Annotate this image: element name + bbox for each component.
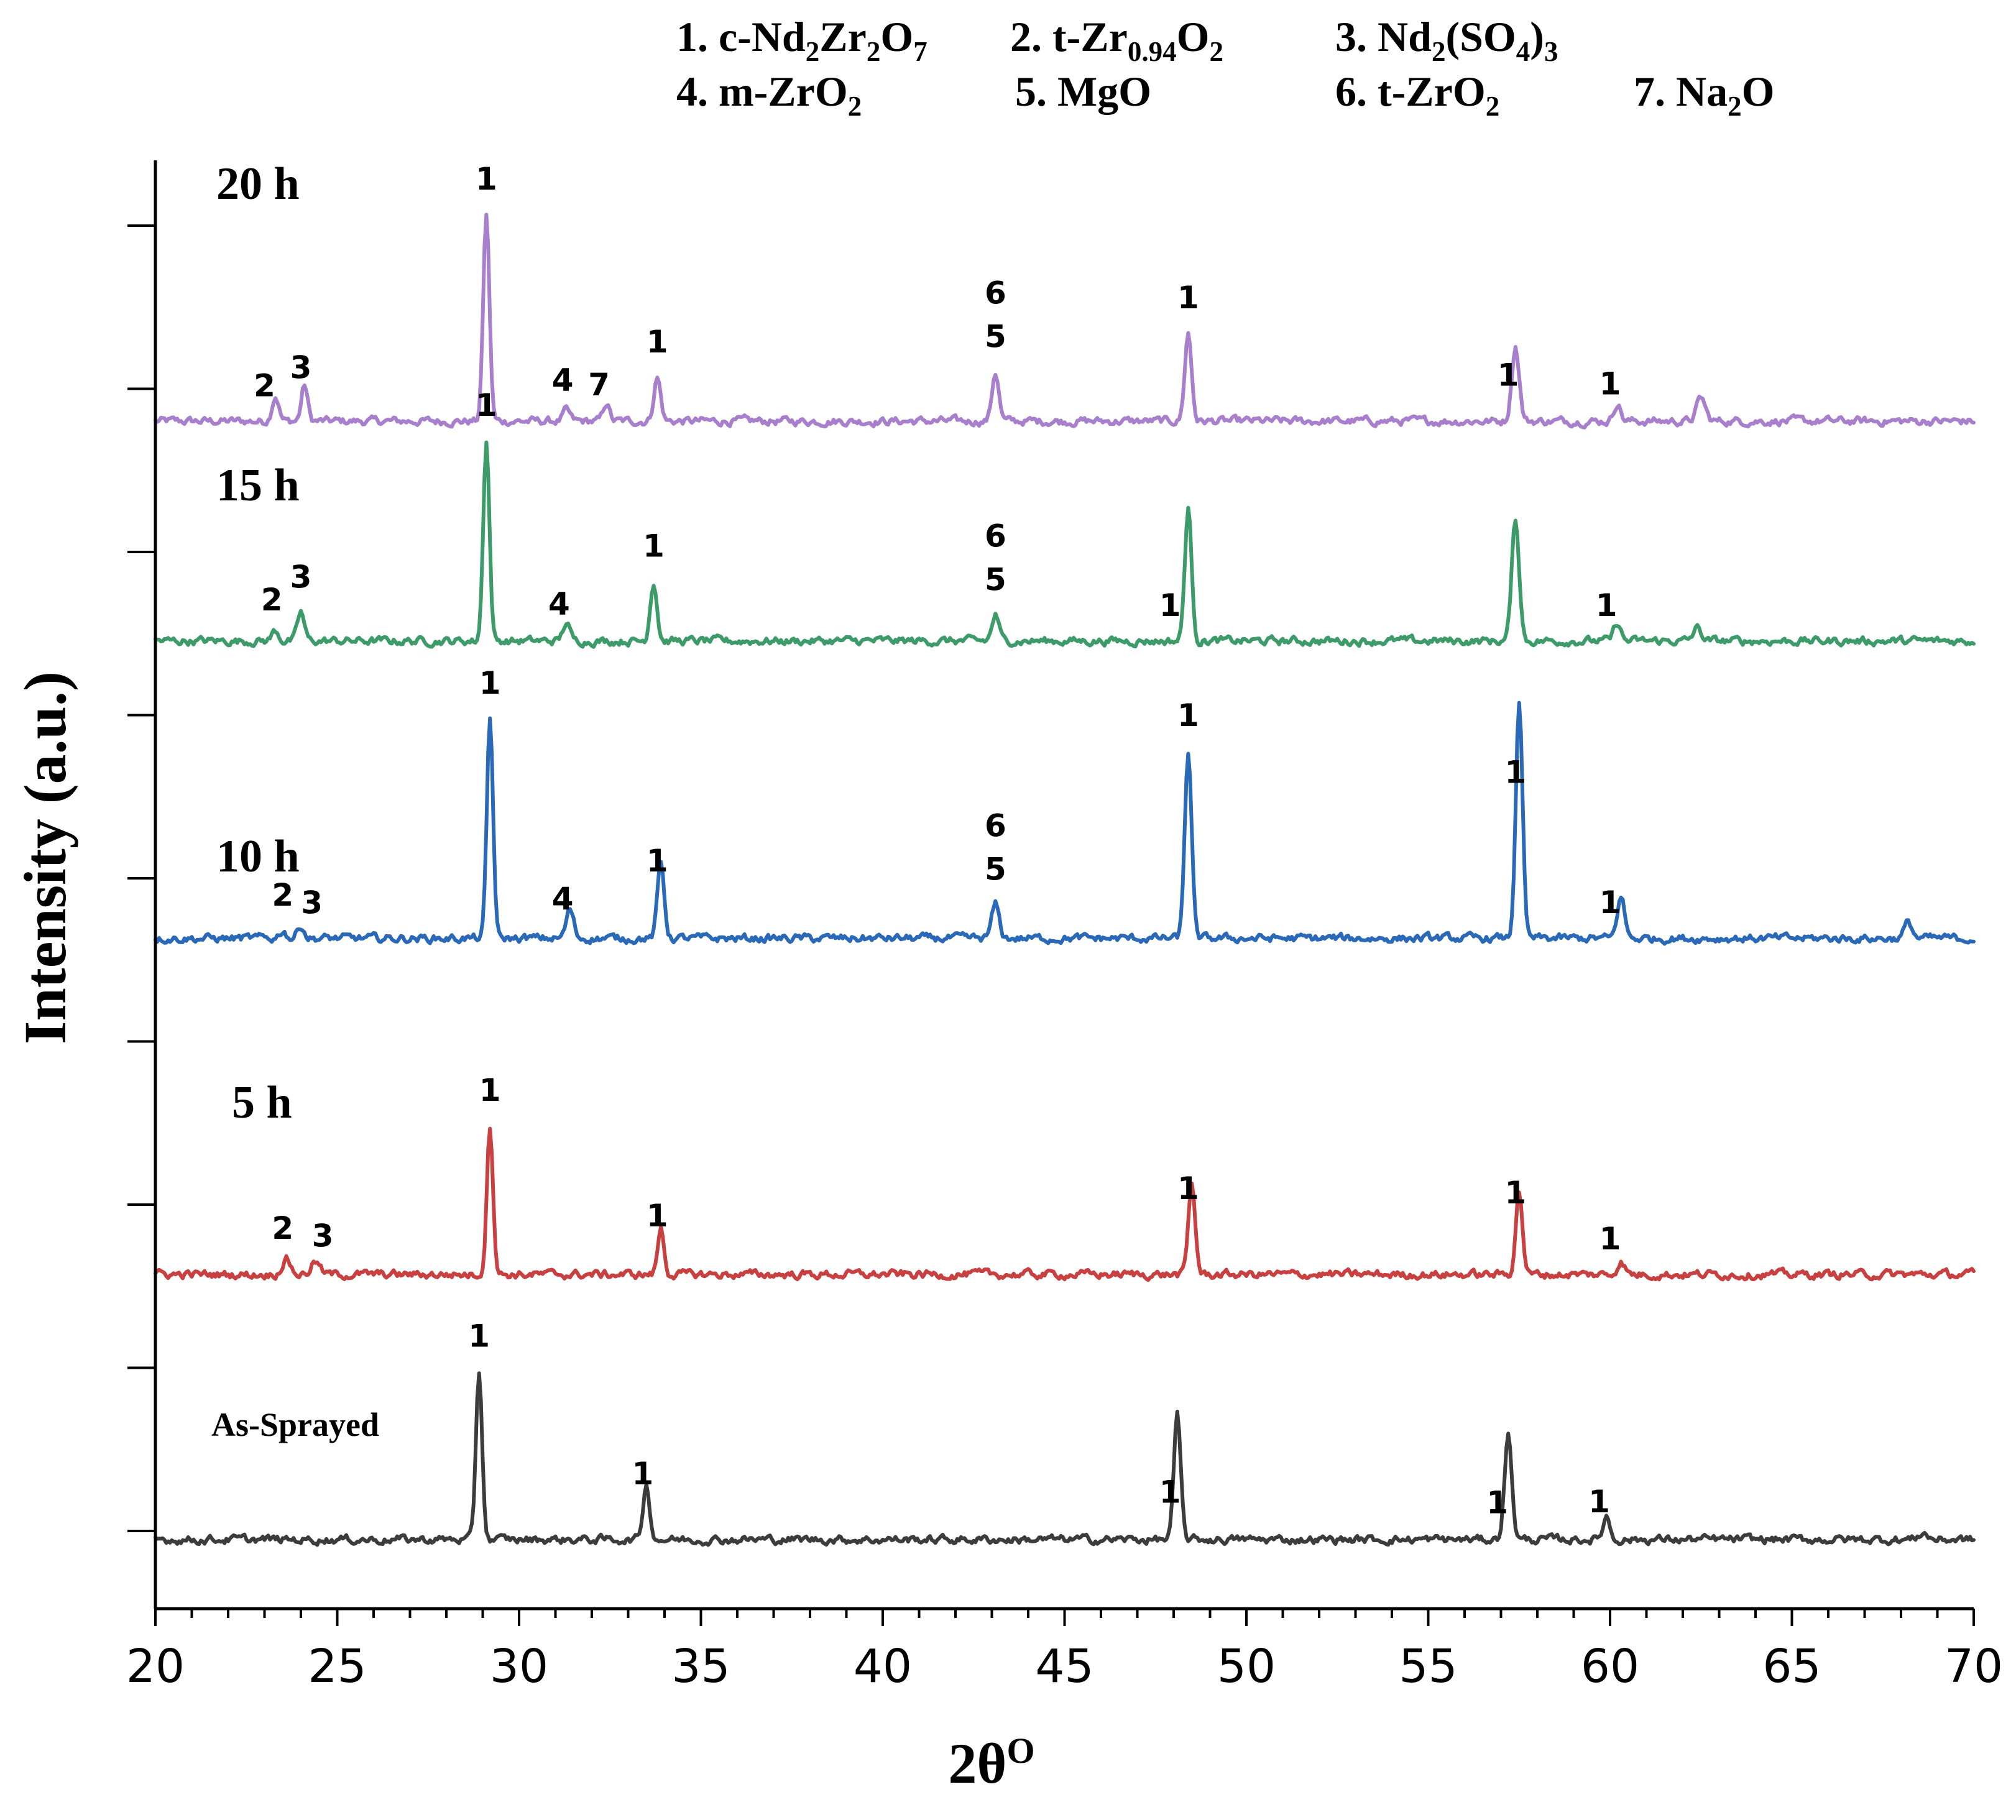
x-tick-label: 30 (490, 1640, 548, 1693)
peak-label: 2 (261, 582, 283, 618)
peak-label: 3 (290, 350, 312, 386)
x-tick-label: 55 (1399, 1640, 1457, 1693)
y-ticks (127, 224, 155, 1532)
x-tick-label: 60 (1581, 1640, 1639, 1693)
series-line-as-sprayed (154, 1371, 1976, 1547)
peak-label: 1 (632, 1456, 654, 1492)
x-tick-label: 40 (854, 1640, 912, 1693)
series-label-10-h: 10 h (216, 831, 300, 882)
peak-label: 1 (1159, 1474, 1181, 1510)
peak-label: 1 (1177, 697, 1199, 733)
peak-label: 1 (479, 665, 501, 701)
peak-label: 1 (468, 1318, 490, 1354)
peak-label: 3 (301, 885, 323, 921)
peak-label: 1 (1486, 1485, 1508, 1521)
peak-label: 5 (985, 319, 1006, 355)
peak-label: 5 (985, 852, 1006, 888)
x-tick-label: 25 (308, 1640, 366, 1693)
peak-label: 7 (588, 367, 610, 403)
legend-item-2: 2. t-Zr0.94O2 (1010, 13, 1223, 67)
peak-label: 1 (476, 387, 497, 423)
peak-label: 1 (1505, 1175, 1527, 1211)
peak-label: 1 (1159, 587, 1181, 623)
peak-label: 6 (985, 275, 1006, 311)
peak-label: 6 (985, 518, 1006, 554)
peak-label: 4 (552, 881, 574, 917)
series-line-20-h (154, 213, 1976, 430)
peak-label: 1 (1599, 885, 1621, 921)
peak-label: 5 (985, 562, 1006, 598)
legend-item-5: 5. MgO (1015, 68, 1151, 115)
peak-label: 4 (552, 362, 574, 398)
legend-item-1: 1. c-Nd2Zr2O7 (676, 13, 927, 67)
series-label-as-sprayed: As-Sprayed (211, 1406, 379, 1443)
legend-item-7: 7. Na2O (1634, 68, 1775, 122)
peak-label: 2 (272, 1210, 293, 1246)
peak-label: 1 (1505, 755, 1527, 791)
peak-label: 3 (290, 559, 312, 595)
peak-label: 2 (254, 367, 275, 403)
series-line-5-h (154, 1126, 1976, 1282)
peak-label: 1 (1177, 280, 1199, 316)
peak-label: 1 (1599, 1221, 1621, 1257)
legend-item-6: 6. t-ZrO2 (1335, 68, 1499, 122)
peak-label: 4 (548, 586, 570, 622)
x-tick-label: 70 (1945, 1640, 2003, 1693)
peak-label: 1 (643, 528, 665, 564)
series-label-20-h: 20 h (216, 159, 300, 209)
series-labels: 20 h 15 h 10 h 5 h As-Sprayed (211, 159, 379, 1443)
peak-label: 1 (647, 1198, 668, 1234)
legend: 1. c-Nd2Zr2O7 2. t-Zr0.94O2 3. Nd2(SO4)3 4.… (676, 13, 1775, 122)
peak-label: 3 (312, 1218, 334, 1254)
x-tick-label: 45 (1035, 1640, 1093, 1693)
series-traces (154, 213, 1976, 1547)
peak-label: 1 (1599, 366, 1621, 402)
x-tick-label: 50 (1217, 1640, 1276, 1693)
peak-label: 1 (647, 324, 668, 360)
peak-label: 1 (1177, 1170, 1199, 1206)
x-ticks: 20 25 30 35 40 45 50 55 60 65 70 (126, 1609, 2003, 1693)
y-axis-label: Intensity (a.u.) (12, 671, 78, 1044)
series-label-15-h: 15 h (216, 460, 300, 511)
series-line-10-h (154, 701, 1976, 946)
series-line-15-h (154, 440, 1976, 649)
peak-label: 1 (479, 1072, 501, 1108)
x-tick-label: 65 (1762, 1640, 1821, 1693)
peak-label: 6 (985, 808, 1006, 844)
peak-label: 1 (1588, 1484, 1610, 1520)
x-tick-label: 20 (126, 1640, 185, 1693)
x-tick-label: 35 (671, 1640, 730, 1693)
series-label-5-h: 5 h (232, 1077, 292, 1128)
x-axis-label-superscript: O (1006, 1730, 1034, 1771)
x-axis-label: 2θO (948, 1730, 1034, 1796)
peak-label: 1 (1596, 587, 1618, 623)
peak-label: 1 (476, 161, 497, 197)
axes (154, 160, 1974, 1611)
legend-item-3: 3. Nd2(SO4)3 (1335, 13, 1558, 67)
peak-label: 1 (647, 843, 668, 879)
peak-label: 2 (272, 877, 293, 913)
legend-item-4: 4. m-ZrO2 (676, 68, 862, 122)
peak-label: 1 (1498, 357, 1519, 393)
